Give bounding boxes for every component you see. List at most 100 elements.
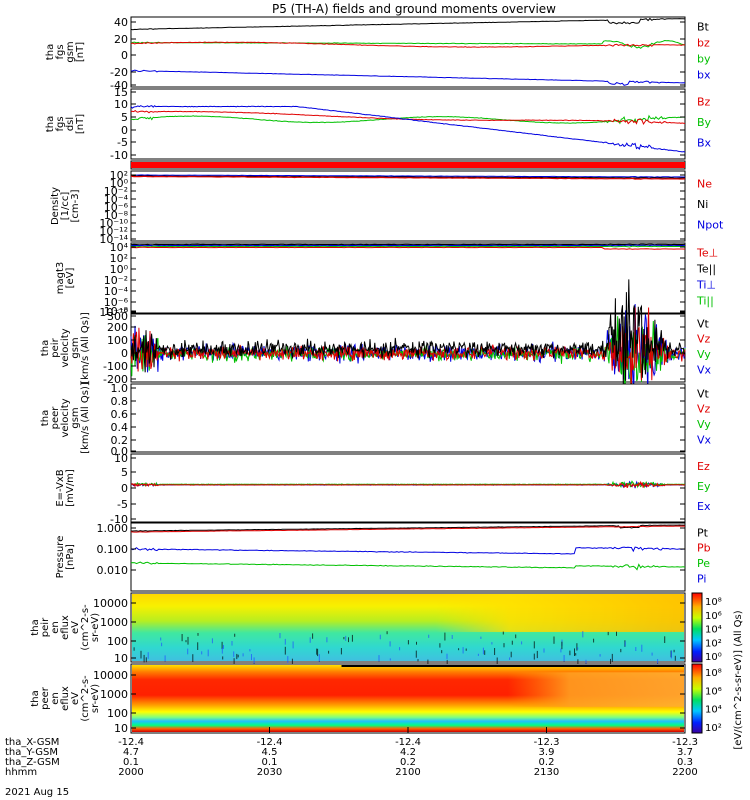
panel-frame [130, 383, 686, 453]
legend-entry: Bx [697, 137, 712, 150]
ion-spectrogram-speck [575, 653, 577, 656]
ion-spectrogram-speck [635, 647, 637, 651]
legend-entry: Te⊥ [696, 247, 718, 260]
ion-spectrogram-speck [291, 658, 293, 667]
y-tick-label: 10⁻⁶ [104, 296, 129, 309]
legend-entry: Ez [697, 460, 710, 473]
ion-spectrogram-speck [221, 648, 223, 654]
legend-entry: Vt [697, 317, 710, 330]
series-Pi [130, 546, 686, 555]
y-axis-label: [nT] [75, 114, 86, 134]
y-tick-label: 10⁻¹² [99, 225, 128, 238]
ion-spectrogram-speck [491, 642, 493, 645]
series-bx [130, 69, 686, 86]
ion-spectrogram-speck [399, 647, 401, 651]
ion-spectrogram-speck [197, 642, 199, 650]
y-axis-label: peir [50, 337, 61, 357]
series-bz [130, 41, 686, 48]
ion-spectrogram-speck [317, 648, 319, 657]
y-axis-label: [km/s (All Qs)] [80, 382, 91, 454]
y-tick-label: -5 [117, 136, 128, 149]
ion-spectrogram-speck [201, 651, 203, 655]
y-axis-label: peer [40, 686, 51, 710]
ion-spectrogram-speck [279, 633, 281, 639]
x-tick-label: 2000 [118, 767, 143, 778]
ion-spectrogram-speck [577, 647, 579, 650]
ion-spectrogram-speck [284, 638, 286, 645]
y-tick-label: 100 [107, 707, 128, 720]
ion-spectrogram-speck [143, 654, 145, 663]
legend-entry: bx [697, 68, 711, 81]
ion-spectrogram-speck [670, 650, 672, 659]
ion-spectrogram-speck [569, 650, 571, 656]
colorbar-tick-label: 10² [705, 638, 722, 649]
ion-spectrogram-speck [187, 636, 189, 645]
ion-spectrogram-speck [533, 653, 535, 660]
y-axis-label: velocity [60, 328, 71, 367]
ion-spectrogram-speck [482, 647, 484, 655]
legend-entry: Vy [697, 418, 711, 431]
y-axis-label: peer [50, 406, 61, 430]
y-tick-label: 0.100 [97, 543, 129, 556]
electron-spectrogram-late [507, 672, 684, 707]
series-Vt [130, 279, 686, 387]
colorbar-ticks: 10⁸ 10⁶ 10⁴ 10² 10⁰ 10⁸ 10⁶ 10⁴ 10² [705, 597, 722, 734]
y-tick-label: 0 [121, 49, 128, 62]
ion-spectrogram-speck [599, 654, 601, 657]
ion-spectrogram-speck [484, 650, 486, 655]
series-Ti-par [130, 245, 685, 248]
y-tick-label: 0 [121, 124, 128, 137]
ion-spectrogram-speck [133, 647, 135, 651]
y-axis-label: [cm-3] [70, 189, 81, 222]
ion-spectrogram-speck [553, 636, 555, 644]
ion-spectrogram-speck [318, 654, 320, 662]
legend-entry: Vz [697, 403, 711, 416]
ion-spectrogram-speck [611, 653, 613, 662]
ion-spectrogram-speck [543, 648, 545, 653]
flag-bar [131, 162, 685, 168]
y-axis-label: eV [70, 621, 81, 634]
ion-spectrogram-speck [620, 648, 622, 653]
y-tick-label: 10⁰ [110, 177, 129, 190]
x-tick-label: 0.2 [400, 757, 416, 768]
ion-spectrogram-speck [407, 640, 409, 645]
legend-entry: Bz [697, 95, 711, 108]
ion-spectrogram-speck [444, 632, 446, 641]
ion-spectrogram-speck [326, 637, 328, 643]
y-axis-label: en [50, 692, 61, 705]
series-Bt [130, 17, 686, 31]
x-row-label: hhmm [5, 767, 37, 778]
y-tick-label: 10000 [93, 597, 128, 610]
ion-spectrogram-speck [427, 659, 429, 666]
ion-spectrogram-speck [616, 631, 617, 636]
ion-spectrogram-speck [251, 654, 252, 661]
panel-efield: 105 0 -5 -10 E=-VxB [mV/m] Ez Ey Ex [55, 452, 711, 526]
panel-electron-spectrogram: 10000 1000 100 10 tha peer en eflux eV (cm^2-s-sr… [30, 663, 686, 735]
legend-entry: Ti⊥ [696, 278, 716, 291]
x-tick-label: 2030 [257, 767, 282, 778]
y-axis-label: tha [30, 690, 41, 706]
figure-title: P5 (TH-A) fields and ground moments over… [272, 2, 556, 16]
y-tick-label: -40 [110, 79, 128, 92]
x-row-label: tha_Z-GSM [5, 757, 60, 768]
ion-spectrogram-speck [222, 656, 224, 660]
x-tick-label: 2130 [534, 767, 559, 778]
x-row-label: tha_Y-GSM [5, 747, 58, 758]
y-tick-label: 1.0 [111, 382, 129, 395]
colorbar-tick-label: 10⁴ [705, 625, 722, 636]
ion-spectrogram-speck [657, 659, 659, 666]
y-tick-label: 10⁻⁸ [104, 305, 129, 318]
ion-spectrogram-speck [439, 643, 441, 648]
legend-entry: Bt [697, 21, 710, 34]
ion-spectrogram-speck [477, 653, 479, 656]
y-tick-label: 10² [110, 252, 128, 265]
y-axis-label: tha [40, 340, 51, 356]
y-axis-label: sr-eV) [90, 684, 101, 713]
legend-entry: Vy [697, 348, 711, 361]
colorbar-tick-label: 10⁸ [705, 597, 722, 608]
ion-spectrogram-speck [192, 654, 194, 663]
y-tick-label: 300 [107, 310, 128, 323]
ion-spectrogram-speck [312, 633, 314, 639]
